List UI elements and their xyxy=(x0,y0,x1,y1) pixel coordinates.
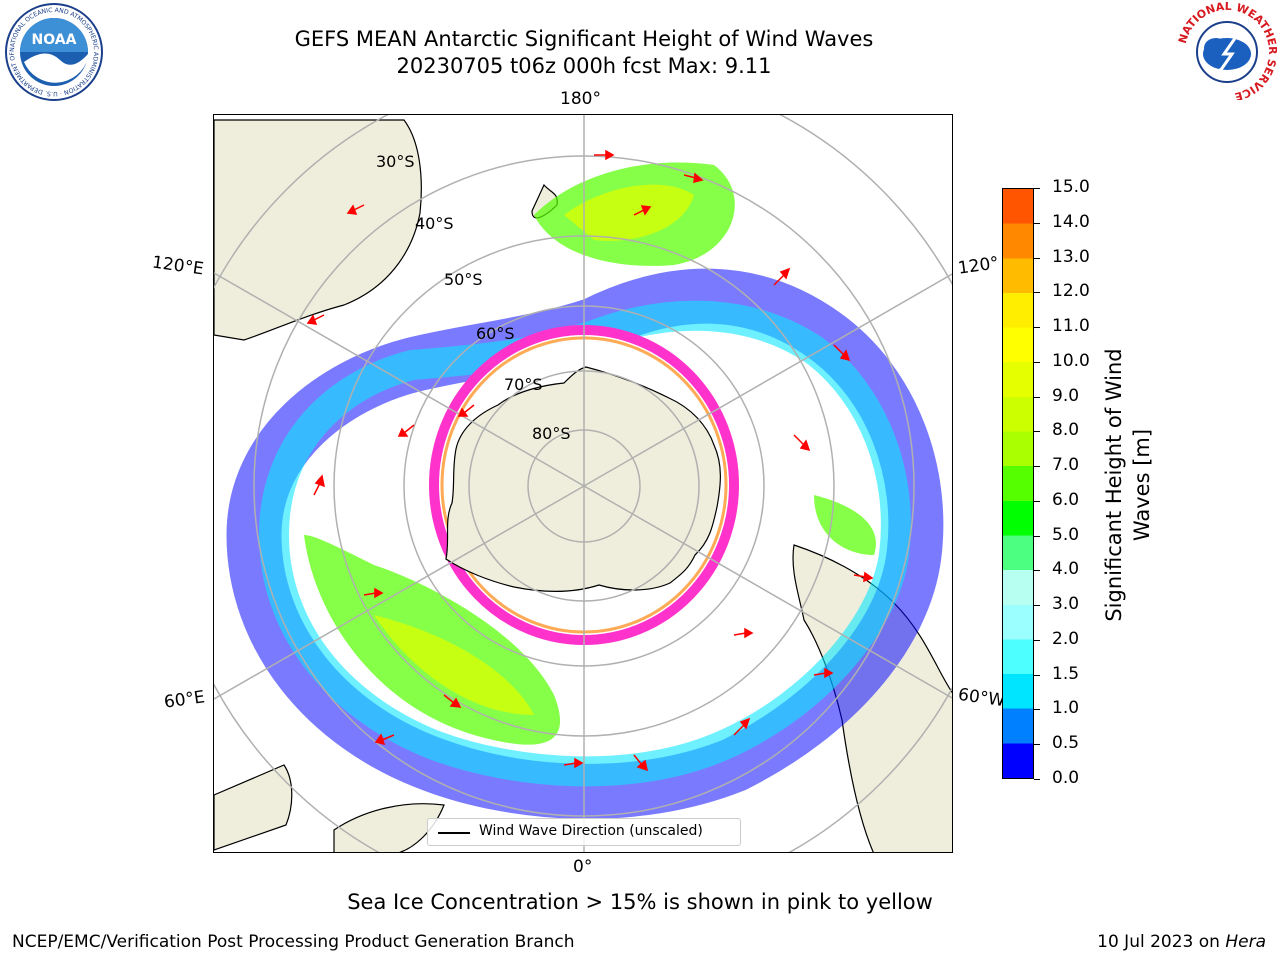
colorbar-tick-label: 9.0 xyxy=(1052,385,1080,406)
australia-land xyxy=(214,119,422,341)
colorbar-tick-label: 4.0 xyxy=(1052,559,1080,580)
lat-label-70s: 70°S xyxy=(504,375,543,394)
colorbar-tick xyxy=(1034,639,1040,641)
colorbar-tick xyxy=(1034,361,1040,363)
colorbar-tick xyxy=(1034,535,1040,537)
colorbar-tick xyxy=(1034,257,1040,259)
colorbar-tick xyxy=(1034,570,1040,572)
nws-logo: NATIONAL WEATHER SERVICE xyxy=(1176,2,1278,100)
colorbar-tick xyxy=(1034,605,1040,607)
colorbar-tick xyxy=(1034,466,1040,468)
colorbar-tick xyxy=(1034,709,1040,711)
lon-label-60w: 60°W xyxy=(956,684,1007,712)
polar-map xyxy=(213,114,953,853)
legend-label: Wind Wave Direction (unscaled) xyxy=(479,823,703,839)
wave-direction-arrows xyxy=(306,149,874,772)
colorbar-tick-label: 7.0 xyxy=(1052,455,1080,476)
colorbar-tick xyxy=(1034,500,1040,502)
colorbar-tick-label: 0.0 xyxy=(1052,768,1080,788)
colorbar-tick xyxy=(1034,327,1040,329)
colorbar-title: Significant Height of Wind Waves [m] xyxy=(1102,348,1154,622)
colorbar-tick-label: 15.0 xyxy=(1052,177,1090,197)
colorbar-tick xyxy=(1034,396,1040,398)
lat-label-50s: 50°S xyxy=(444,270,483,289)
colorbar-tick-label: 13.0 xyxy=(1052,246,1090,267)
colorbar-tick xyxy=(1034,779,1040,780)
lon-label-0: 0° xyxy=(573,857,593,877)
map-subtitle: 20230705 t06z 000h fcst Max: 9.11 xyxy=(396,54,772,78)
colorbar-tick-label: 1.5 xyxy=(1052,663,1080,684)
lon-label-60e: 60°E xyxy=(162,687,207,713)
lat-label-40s: 40°S xyxy=(415,214,454,233)
footer-credit: NCEP/EMC/Verification Post Processing Pr… xyxy=(12,932,575,952)
legend-line-swatch xyxy=(438,832,470,834)
colorbar-tick-label: 12.0 xyxy=(1052,281,1090,302)
colorbar-tick-label: 1.0 xyxy=(1052,698,1080,719)
lat-label-60s: 60°S xyxy=(476,324,515,343)
colorbar-tick xyxy=(1034,674,1040,676)
lon-label-180: 180° xyxy=(560,89,601,109)
graticule xyxy=(214,115,952,852)
map-title: GEFS MEAN Antarctic Significant Height o… xyxy=(294,27,874,51)
colorbar-tick-label: 6.0 xyxy=(1052,489,1080,510)
lat-label-30s: 30°S xyxy=(376,152,415,171)
lat-label-80s: 80°S xyxy=(532,424,571,443)
colorbar-tick-label: 3.0 xyxy=(1052,594,1080,615)
africa-land xyxy=(214,764,293,851)
colorbar-tick-label: 0.5 xyxy=(1052,733,1080,754)
lon-label-120e: 120°E xyxy=(150,252,205,280)
colorbar-tick xyxy=(1034,188,1040,189)
colorbar-tick xyxy=(1034,431,1040,433)
colorbar-tick-label: 10.0 xyxy=(1052,350,1090,371)
colorbar-tick-label: 8.0 xyxy=(1052,420,1080,441)
colorbar xyxy=(1002,188,1034,779)
colorbar-tick-label: 14.0 xyxy=(1052,211,1090,232)
svg-text:NOAA: NOAA xyxy=(32,32,77,48)
colorbar-tick-label: 2.0 xyxy=(1052,628,1080,649)
colorbar-tick-label: 11.0 xyxy=(1052,316,1090,337)
map-legend: Wind Wave Direction (unscaled) xyxy=(427,818,741,846)
colorbar-tick xyxy=(1034,292,1040,294)
footer-date: 10 Jul 2023 on Hera xyxy=(1097,932,1266,952)
antarctica-coast xyxy=(445,366,721,592)
madagascar-land xyxy=(333,803,445,852)
noaa-logo: NATIONAL OCEANIC AND ATMOSPHERIC ADMINIS… xyxy=(2,2,103,101)
lon-label-120w: 120° xyxy=(956,253,1001,279)
colorbar-tick xyxy=(1034,222,1040,224)
sea-ice-note: Sea Ice Concentration > 15% is shown in … xyxy=(347,890,933,914)
colorbar-tick-label: 5.0 xyxy=(1052,524,1080,545)
colorbar-tick xyxy=(1034,744,1040,746)
